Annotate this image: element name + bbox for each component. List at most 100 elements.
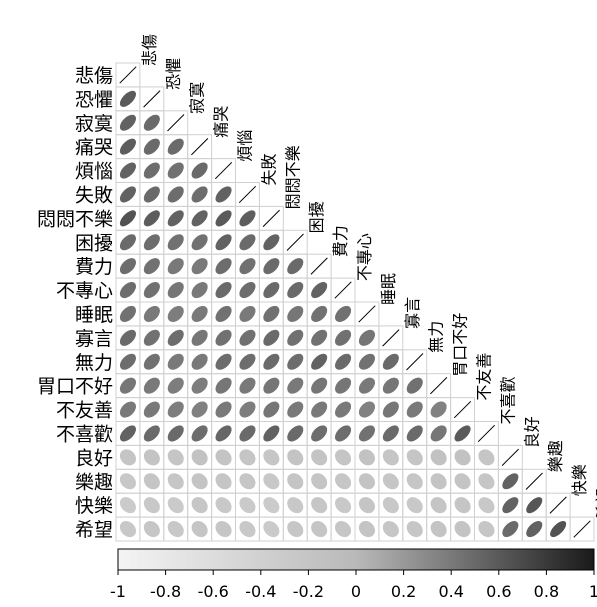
ellipse-14-0 xyxy=(119,401,136,418)
ellipse-10-7 xyxy=(287,305,304,322)
ellipse-16-8 xyxy=(311,449,328,466)
diag-label-8: 費力 xyxy=(331,225,350,257)
ellipse-18-2 xyxy=(167,497,184,514)
ellipse-11-3 xyxy=(191,329,208,346)
ellipse-14-7 xyxy=(287,401,304,418)
ellipse-14-2 xyxy=(167,401,184,418)
ellipse-7-3 xyxy=(191,234,208,251)
ellipse-16-1 xyxy=(143,449,160,466)
ellipse-12-8 xyxy=(311,353,328,370)
ellipse-19-1 xyxy=(143,521,160,538)
colorbar-gradient xyxy=(117,548,595,571)
ellipse-18-18 xyxy=(549,496,567,514)
ellipse-14-1 xyxy=(143,401,160,418)
ellipse-17-10 xyxy=(358,473,375,490)
ellipse-6-3 xyxy=(191,210,208,227)
ellipse-7-0 xyxy=(119,234,136,251)
row-label-5: 失敗 xyxy=(75,184,113,206)
diag-label-10: 睡眠 xyxy=(379,273,398,305)
ellipse-18-6 xyxy=(263,497,280,514)
ellipse-16-9 xyxy=(335,449,352,466)
ellipse-10-10 xyxy=(358,305,376,323)
ellipse-10-9 xyxy=(335,305,352,322)
ellipse-10-0 xyxy=(119,305,136,322)
ellipse-3-2 xyxy=(167,138,184,155)
ellipse-16-0 xyxy=(119,449,136,466)
ellipse-14-4 xyxy=(215,401,232,418)
ellipse-19-5 xyxy=(239,521,256,538)
ellipse-11-6 xyxy=(263,329,280,346)
ellipse-9-8 xyxy=(311,282,328,299)
colorbar-tick-label-9: 0.8 xyxy=(534,582,559,601)
ellipse-5-3 xyxy=(191,186,208,203)
ellipse-12-3 xyxy=(191,353,208,370)
ellipse-6-6 xyxy=(262,209,280,227)
ellipse-18-15 xyxy=(478,497,495,514)
row-label-2: 寂寞 xyxy=(75,113,113,135)
ellipse-12-11 xyxy=(382,353,399,370)
row-label-12: 無力 xyxy=(75,352,113,374)
ellipse-14-5 xyxy=(239,401,256,418)
ellipse-16-7 xyxy=(287,449,304,466)
ellipse-10-2 xyxy=(167,305,184,322)
diag-label-0: 悲傷 xyxy=(140,34,159,66)
row-label-17: 樂趣 xyxy=(75,471,113,493)
ellipse-9-2 xyxy=(167,282,184,299)
ellipse-2-2 xyxy=(167,114,185,132)
diag-label-14: 不友善 xyxy=(475,353,494,401)
colorbar-tick-label-6: 0.2 xyxy=(391,582,416,601)
ellipse-17-14 xyxy=(454,473,471,490)
ellipse-7-6 xyxy=(263,234,280,251)
ellipse-15-6 xyxy=(263,425,280,442)
ellipse-14-3 xyxy=(191,401,208,418)
ellipse-19-18 xyxy=(550,521,567,538)
ellipse-8-8 xyxy=(310,257,328,275)
ellipse-15-2 xyxy=(167,425,184,442)
ellipse-19-4 xyxy=(215,521,232,538)
ellipse-15-0 xyxy=(119,425,136,442)
ellipse-17-9 xyxy=(335,473,352,490)
ellipse-19-0 xyxy=(119,521,136,538)
ellipse-17-13 xyxy=(430,473,447,490)
diag-label-15: 不喜歡 xyxy=(498,376,517,424)
ellipse-12-0 xyxy=(119,353,136,370)
ellipse-17-17 xyxy=(525,472,543,490)
ellipse-10-4 xyxy=(215,305,232,322)
ellipse-13-8 xyxy=(311,377,328,394)
ellipse-1-0 xyxy=(119,90,136,107)
ellipse-11-1 xyxy=(143,329,160,346)
ellipse-18-17 xyxy=(526,497,543,514)
ellipse-8-0 xyxy=(119,258,136,275)
ellipse-18-16 xyxy=(502,497,519,514)
ellipse-17-6 xyxy=(263,473,280,490)
ellipse-12-4 xyxy=(215,353,232,370)
ellipse-12-9 xyxy=(335,353,352,370)
ellipse-15-7 xyxy=(287,425,304,442)
ellipse-14-6 xyxy=(263,401,280,418)
diag-label-7: 困擾 xyxy=(307,201,326,233)
ellipse-8-1 xyxy=(143,258,160,275)
ellipse-13-12 xyxy=(406,377,423,394)
ellipse-9-5 xyxy=(239,282,256,299)
colorbar-tick-label-4: -0.2 xyxy=(293,582,324,601)
ellipse-19-19 xyxy=(573,520,591,538)
ellipse-10-3 xyxy=(191,305,208,322)
ellipse-18-0 xyxy=(119,497,136,514)
colorbar-tick-label-2: -0.6 xyxy=(198,582,229,601)
ellipse-14-11 xyxy=(382,401,399,418)
ellipse-19-10 xyxy=(358,521,375,538)
ellipse-18-13 xyxy=(430,497,447,514)
ellipse-18-12 xyxy=(406,497,423,514)
ellipse-12-5 xyxy=(239,353,256,370)
ellipse-17-2 xyxy=(167,473,184,490)
ellipse-17-5 xyxy=(239,473,256,490)
ellipse-7-7 xyxy=(286,233,304,251)
ellipse-17-15 xyxy=(478,473,495,490)
diag-label-9: 不專心 xyxy=(355,233,374,281)
ellipse-12-6 xyxy=(263,353,280,370)
ellipse-19-2 xyxy=(167,521,184,538)
ellipse-16-13 xyxy=(430,449,447,466)
diag-label-1: 恐懼 xyxy=(164,58,183,90)
